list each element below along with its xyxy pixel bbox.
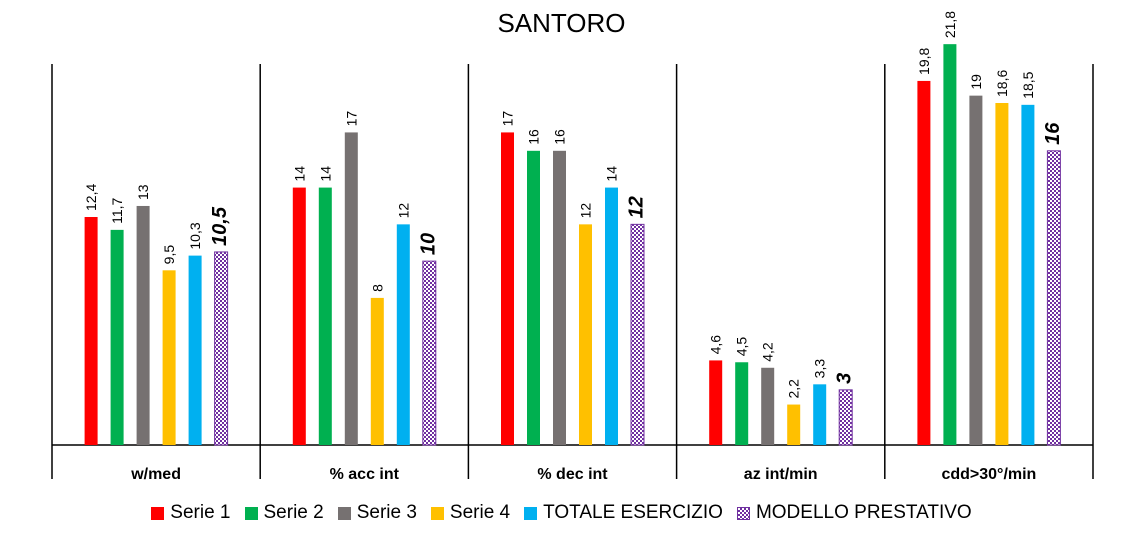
bar-totale-esercizio <box>188 255 202 445</box>
category-label: % acc int <box>330 466 400 483</box>
bar-serie-4 <box>370 297 384 445</box>
data-label: 12,4 <box>83 184 99 211</box>
legend-label: TOTALE ESERCIZIO <box>543 502 723 523</box>
bar-serie-4 <box>579 224 592 445</box>
bar-serie-1 <box>292 187 306 446</box>
legend-swatch <box>736 506 750 520</box>
legend-item: Serie 3 <box>337 502 417 524</box>
legend-swatch <box>337 506 351 520</box>
data-label: 12 <box>395 203 411 219</box>
bar-serie-2 <box>943 44 957 446</box>
data-label: 10,3 <box>187 222 203 249</box>
chart-title: SANTORO <box>497 8 626 38</box>
bar-serie-3 <box>553 150 566 445</box>
bar-modello-prestativo <box>214 251 229 446</box>
bar-serie-3 <box>761 367 775 445</box>
data-label: 10 <box>417 233 439 255</box>
data-label: 19 <box>968 74 984 90</box>
bar-serie-2 <box>318 187 332 446</box>
bar-serie-3 <box>969 95 983 445</box>
bar-serie-3 <box>136 205 150 445</box>
data-label: 9,5 <box>161 245 177 265</box>
bar-totale-esercizio <box>396 224 410 445</box>
legend-swatch <box>244 506 258 520</box>
category-label: az int/min <box>744 466 818 483</box>
legend-swatch <box>524 506 538 520</box>
data-label: 4,6 <box>708 335 724 355</box>
legend-item: Serie 4 <box>430 502 511 524</box>
bar-serie-3 <box>344 132 358 445</box>
bar-totale-esercizio <box>813 384 827 445</box>
bar-modello-prestativo <box>630 223 645 446</box>
data-label: 13 <box>135 184 151 200</box>
bar-serie-4 <box>995 103 1009 445</box>
legend-item: Serie 1 <box>151 502 231 524</box>
bar-modello-prestativo <box>838 389 853 446</box>
bar-totale-esercizio <box>605 187 618 446</box>
data-label: 18,5 <box>1020 71 1036 98</box>
data-label: 3 <box>834 373 856 384</box>
legend-swatch <box>151 506 165 520</box>
legend-label: Serie 2 <box>263 502 324 523</box>
data-label: 17 <box>343 111 359 127</box>
data-label: 19,8 <box>916 47 932 74</box>
category-label: % dec int <box>537 466 608 483</box>
legend-label: Serie 1 <box>170 502 231 523</box>
data-label: 14 <box>317 166 333 182</box>
bar-serie-4 <box>787 404 801 445</box>
legend-item: Serie 2 <box>244 502 324 524</box>
data-label: 16 <box>552 129 568 145</box>
data-label: 16 <box>526 129 542 145</box>
bar-serie-4 <box>162 270 176 445</box>
data-label: 11,7 <box>109 197 125 223</box>
chart-plot: 12,4 11,7 13 9,5 10,3 10,5 w/med 14 14 17 8 12 10 % a… <box>51 11 1094 483</box>
bar-modello-prestativo <box>1046 150 1061 446</box>
data-label: 12 <box>578 203 594 219</box>
bar-serie-1 <box>917 80 931 445</box>
legend-label: Serie 3 <box>356 502 417 523</box>
data-label: 14 <box>291 166 307 182</box>
data-label: 14 <box>604 166 620 182</box>
category-label: cdd>30°/min <box>941 466 1036 483</box>
legend-item: TOTALE ESERCIZIO <box>524 502 723 524</box>
bar-serie-2 <box>735 362 749 445</box>
legend-label: Serie 4 <box>449 502 511 523</box>
legend-item: MODELLO PRESTATIVO <box>736 502 972 524</box>
chart-legend: Serie 1 Serie 2 Serie 3 Serie 4 TOTALE ESERC… <box>0 502 1123 524</box>
data-label: 4,2 <box>760 342 776 362</box>
bar-serie-2 <box>527 150 540 445</box>
category-label: w/med <box>130 466 181 483</box>
data-label: 17 <box>500 111 516 127</box>
bar-serie-1 <box>84 217 98 445</box>
bar-serie-1 <box>501 132 514 445</box>
data-label: 3,3 <box>812 359 828 379</box>
data-label: 18,6 <box>994 70 1010 97</box>
data-label: 12 <box>626 196 648 218</box>
data-label: 10,5 <box>209 206 231 246</box>
data-label: 8 <box>369 284 385 292</box>
data-label: 2,2 <box>786 379 802 399</box>
legend-swatch <box>430 506 444 520</box>
data-label: 4,5 <box>734 337 750 357</box>
bar-serie-1 <box>709 360 723 445</box>
data-label: 16 <box>1042 122 1064 145</box>
bar-modello-prestativo <box>422 260 437 446</box>
legend-label: MODELLO PRESTATIVO <box>755 502 972 523</box>
data-label: 21,8 <box>942 11 958 38</box>
bar-serie-2 <box>110 229 124 445</box>
bar-totale-esercizio <box>1021 104 1035 445</box>
